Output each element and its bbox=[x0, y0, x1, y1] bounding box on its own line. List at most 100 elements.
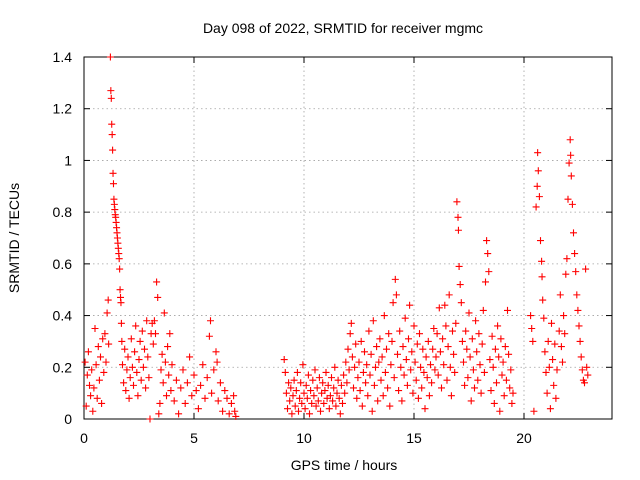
data-point bbox=[139, 363, 147, 371]
data-point bbox=[334, 376, 342, 384]
data-point bbox=[137, 376, 145, 384]
data-point bbox=[376, 335, 384, 343]
data-point bbox=[212, 348, 220, 356]
data-point bbox=[330, 384, 338, 392]
data-point bbox=[546, 405, 554, 413]
data-point bbox=[356, 387, 364, 395]
data-point bbox=[477, 389, 485, 397]
data-point bbox=[476, 361, 484, 369]
y-tick-label: 0.4 bbox=[53, 308, 73, 324]
data-point bbox=[167, 387, 175, 395]
data-point bbox=[325, 405, 333, 413]
data-point bbox=[102, 358, 110, 366]
data-point bbox=[159, 379, 167, 387]
data-point bbox=[83, 371, 91, 379]
data-point bbox=[570, 229, 577, 237]
data-point bbox=[433, 330, 441, 338]
data-point bbox=[548, 319, 555, 327]
data-point bbox=[97, 353, 104, 361]
data-point bbox=[99, 335, 107, 343]
data-point bbox=[354, 374, 362, 382]
data-point bbox=[380, 312, 388, 320]
data-point bbox=[116, 265, 124, 273]
data-point bbox=[210, 366, 218, 374]
data-point bbox=[163, 392, 170, 400]
data-point bbox=[429, 345, 437, 353]
data-point bbox=[285, 379, 293, 387]
data-point bbox=[370, 381, 378, 389]
data-point bbox=[319, 379, 327, 387]
data-point bbox=[221, 387, 229, 395]
data-point bbox=[581, 379, 588, 387]
data-point bbox=[152, 330, 159, 338]
data-point bbox=[190, 371, 198, 379]
data-point bbox=[463, 345, 471, 353]
data-point bbox=[287, 384, 295, 392]
data-point bbox=[127, 335, 135, 343]
data-point bbox=[397, 363, 405, 371]
data-point bbox=[496, 407, 504, 415]
data-point bbox=[482, 278, 489, 286]
data-point bbox=[551, 340, 559, 348]
plot-frame bbox=[83, 56, 613, 420]
data-point bbox=[453, 198, 461, 206]
data-point bbox=[497, 335, 505, 343]
data-point bbox=[406, 301, 414, 309]
data-point bbox=[122, 387, 130, 395]
data-point bbox=[183, 379, 191, 387]
data-point bbox=[149, 340, 157, 348]
x-tick-label: 5 bbox=[190, 430, 198, 446]
data-point bbox=[225, 410, 233, 418]
data-point bbox=[485, 268, 493, 276]
data-point bbox=[417, 363, 425, 371]
data-point bbox=[213, 358, 221, 366]
data-point bbox=[544, 337, 552, 345]
data-point bbox=[491, 345, 499, 353]
data-point bbox=[311, 366, 319, 374]
data-point bbox=[303, 394, 311, 402]
data-point bbox=[508, 399, 516, 407]
data-point bbox=[119, 361, 126, 369]
data-point bbox=[336, 410, 344, 418]
data-point bbox=[423, 374, 431, 382]
data-point bbox=[91, 325, 99, 332]
data-point bbox=[298, 399, 306, 407]
data-point bbox=[363, 361, 371, 369]
x-axis-label: GPS time / hours bbox=[291, 457, 398, 473]
x-tick-label: 15 bbox=[406, 430, 422, 446]
data-point bbox=[457, 299, 465, 307]
data-point bbox=[292, 387, 300, 395]
data-point bbox=[344, 345, 352, 353]
data-point bbox=[120, 379, 128, 387]
data-point bbox=[280, 356, 288, 364]
data-point bbox=[304, 371, 312, 379]
data-point bbox=[130, 381, 137, 389]
data-point bbox=[454, 226, 462, 234]
data-point bbox=[359, 368, 367, 376]
data-point bbox=[501, 343, 509, 351]
data-point bbox=[452, 319, 460, 327]
data-point bbox=[192, 387, 200, 395]
data-point bbox=[109, 169, 117, 177]
data-point bbox=[390, 374, 398, 382]
data-point bbox=[335, 394, 343, 402]
data-point bbox=[435, 304, 443, 312]
data-point bbox=[309, 376, 317, 384]
data-point bbox=[392, 291, 400, 299]
data-point bbox=[440, 361, 448, 369]
data-point bbox=[109, 180, 117, 188]
data-point bbox=[141, 345, 148, 353]
data-point bbox=[205, 332, 213, 340]
data-point bbox=[288, 410, 296, 418]
data-point bbox=[450, 350, 458, 358]
data-point bbox=[133, 368, 141, 376]
data-point bbox=[365, 327, 373, 335]
data-point bbox=[499, 358, 507, 366]
data-point bbox=[449, 327, 456, 335]
data-point bbox=[109, 146, 117, 154]
data-point bbox=[355, 358, 363, 366]
data-point bbox=[131, 348, 139, 356]
data-point bbox=[332, 402, 340, 410]
data-point bbox=[537, 237, 544, 245]
